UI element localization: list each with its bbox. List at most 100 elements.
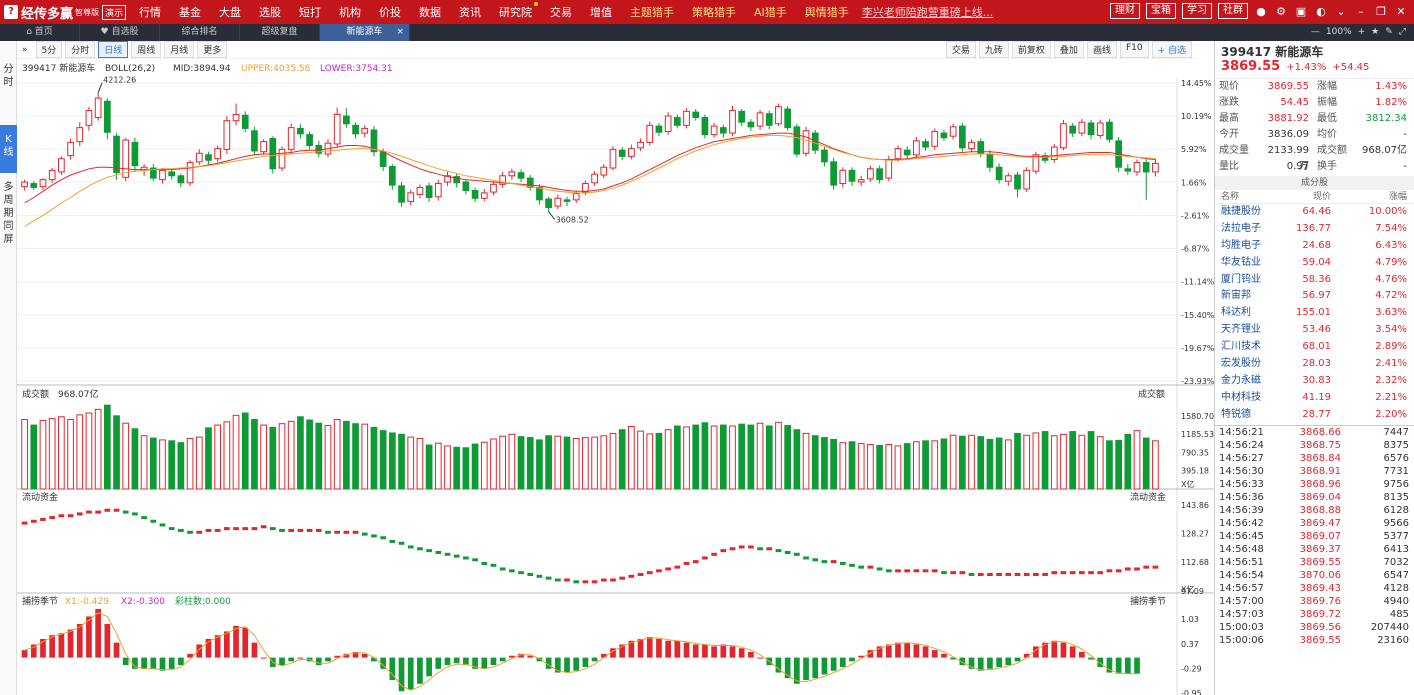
nav-item-10[interactable]: 交易 <box>550 6 572 19</box>
collapse-icon[interactable]: » <box>22 44 28 55</box>
multi-period-label-4[interactable]: 同 <box>3 221 14 232</box>
constituent-row[interactable]: 均胜电子 24.68 6.43% <box>1215 238 1414 255</box>
gear-icon[interactable]: ⚙ <box>1276 4 1286 18</box>
volume-bar <box>48 418 56 490</box>
nav-item-9[interactable]: 研究院 <box>490 2 541 20</box>
constituent-row[interactable]: 特锐德 28.77 2.20% <box>1215 407 1414 424</box>
osc-bar <box>1033 646 1039 658</box>
kline-label-2[interactable]: 线 <box>0 146 17 173</box>
nav-item-7[interactable]: 数据 <box>419 6 441 19</box>
overlay-button[interactable]: 叠加 <box>1053 41 1084 58</box>
constituent-row[interactable]: 金力永磁 30.83 2.32% <box>1215 373 1414 390</box>
licai-button[interactable]: 理财 <box>1110 3 1140 19</box>
constituent-row[interactable]: 法拉电子 136.77 7.54% <box>1215 221 1414 238</box>
volume-tick-label: 1185.53 <box>1181 430 1214 439</box>
tick-row: 14:56:57 3869.43 4128 <box>1215 582 1414 595</box>
period-more[interactable]: 更多 <box>197 41 228 58</box>
restore-icon[interactable]: ❐ <box>1376 4 1386 18</box>
osc-bar <box>205 638 212 658</box>
kline-chart[interactable]: 399417 新能源车 BOLL(26,2) MID:3894.94 UPPER… <box>17 59 1214 695</box>
volume-bar <box>637 430 644 490</box>
multi-period-label-2[interactable]: 周 <box>3 195 14 206</box>
close-icon[interactable]: ✕ <box>1396 4 1406 18</box>
candle-body <box>572 193 580 201</box>
tab-review[interactable]: 超级复盘 <box>240 24 320 41</box>
star-icon[interactable]: ★ <box>1371 27 1380 37</box>
marquee-link[interactable]: 李兴老师陪跑营重磅上线... <box>861 6 994 19</box>
candle-body <box>526 177 534 188</box>
multi-period-label-3[interactable]: 期 <box>3 208 14 219</box>
hunter-item-1[interactable]: 策略猎手 <box>692 6 736 19</box>
constituent-row[interactable]: 科达利 155.01 3.63% <box>1215 305 1414 322</box>
constituent-row[interactable]: 华友钴业 59.04 4.79% <box>1215 255 1414 272</box>
volume-value: 968.07亿 <box>58 388 99 400</box>
osc-bar <box>1042 642 1048 658</box>
volume-bar <box>1124 433 1132 490</box>
multi-period-label-5[interactable]: 屏 <box>3 234 14 245</box>
constituent-row[interactable]: 汇川技术 68.01 2.89% <box>1215 339 1414 356</box>
period-weekly[interactable]: 周线 <box>131 41 162 58</box>
draw-button[interactable]: 画线 <box>1086 41 1117 58</box>
boll-label[interactable]: BOLL(26,2) <box>105 64 155 74</box>
zoom-out-icon[interactable]: — <box>1310 27 1320 37</box>
osc-bar <box>141 657 147 669</box>
osc-bar <box>472 657 478 669</box>
add-icon[interactable]: + <box>1357 27 1366 37</box>
period-daily[interactable]: 日线 <box>98 41 129 58</box>
window-icon[interactable]: ▣ <box>1295 4 1307 18</box>
expand-icon[interactable]: ⤢ <box>1398 27 1406 37</box>
community-button[interactable]: 社群 <box>1218 3 1248 19</box>
nav-item-11[interactable]: 增值 <box>590 6 612 19</box>
nav-item-8[interactable]: 资讯 <box>459 6 481 19</box>
constituent-row[interactable]: 宏发股份 28.03 2.41% <box>1215 356 1414 373</box>
candle-body <box>260 141 267 153</box>
tab-active-stock[interactable]: 新能源车 × <box>320 24 410 41</box>
nav-item-6[interactable]: 价投 <box>379 6 401 19</box>
chart-stock-label: 399417 新能源车 <box>22 62 95 74</box>
candle-body <box>21 181 28 188</box>
learn-button[interactable]: 学习 <box>1182 3 1212 19</box>
candle-body <box>673 117 681 126</box>
intraday-label-1[interactable]: 分 <box>3 64 14 75</box>
minimize-icon[interactable]: – <box>1358 4 1364 18</box>
pen-icon[interactable]: ✎ <box>1385 27 1393 37</box>
intraday-label-2[interactable]: 时 <box>3 77 14 88</box>
tab-home[interactable]: ⌂ 首页 <box>0 24 80 41</box>
constituent-row[interactable]: 融捷股份 64.46 10.00% <box>1215 204 1414 221</box>
add-watchlist-button[interactable]: + 自选 <box>1151 41 1192 58</box>
tab-watchlist[interactable]: ♥ 自选股 <box>80 24 160 41</box>
treasure-box-button[interactable]: 宝箱 <box>1146 3 1176 19</box>
nav-item-5[interactable]: 机构 <box>339 6 361 19</box>
nav-item-1[interactable]: 基金 <box>179 6 201 19</box>
period-intraday[interactable]: 分时 <box>65 41 96 58</box>
close-tab-icon[interactable]: × <box>396 27 404 37</box>
constituent-row[interactable]: 中材科技 41.19 2.21% <box>1215 390 1414 407</box>
osc-bar <box>168 657 175 669</box>
constituent-row[interactable]: 新宙邦 56.97 4.72% <box>1215 288 1414 305</box>
jiuzhuan-button[interactable]: 九砖 <box>978 41 1009 58</box>
nav-item-2[interactable]: 大盘 <box>219 6 241 19</box>
hunter-item-0[interactable]: 主题猎手 <box>630 6 674 19</box>
period-5min[interactable]: 5分 <box>35 41 63 58</box>
hunter-item-3[interactable]: 舆情猎手 <box>804 6 849 19</box>
chevron-down-icon[interactable]: ⌄ <box>1336 4 1346 18</box>
candle-body <box>609 148 617 169</box>
user-icon[interactable]: ● <box>1256 4 1266 18</box>
nav-item-0[interactable]: 行情 <box>139 6 161 19</box>
multi-period-label-1[interactable]: 多 <box>3 182 14 193</box>
tab-ranking[interactable]: 综合排名 <box>160 24 240 41</box>
constituent-row[interactable]: 天齐锂业 53.46 3.54% <box>1215 322 1414 339</box>
nav-item-4[interactable]: 短打 <box>299 6 321 19</box>
nav-item-3[interactable]: 选股 <box>259 6 281 19</box>
kline-label-1[interactable]: K <box>0 125 17 146</box>
candle-body <box>848 169 856 182</box>
hunter-item-2[interactable]: AI猎手 <box>754 6 787 19</box>
f10-button[interactable]: F10 <box>1119 41 1149 58</box>
adjust-button[interactable]: 前复权 <box>1011 41 1051 58</box>
period-monthly[interactable]: 月线 <box>164 41 195 58</box>
skin-icon[interactable]: ◐ <box>1316 4 1326 18</box>
price-tick-label: -11.14% <box>1181 278 1214 287</box>
constituent-row[interactable]: 厦门钨业 58.36 4.76% <box>1215 272 1414 289</box>
demo-badge[interactable]: 演示 <box>102 4 127 20</box>
trade-button[interactable]: 交易 <box>945 41 976 58</box>
